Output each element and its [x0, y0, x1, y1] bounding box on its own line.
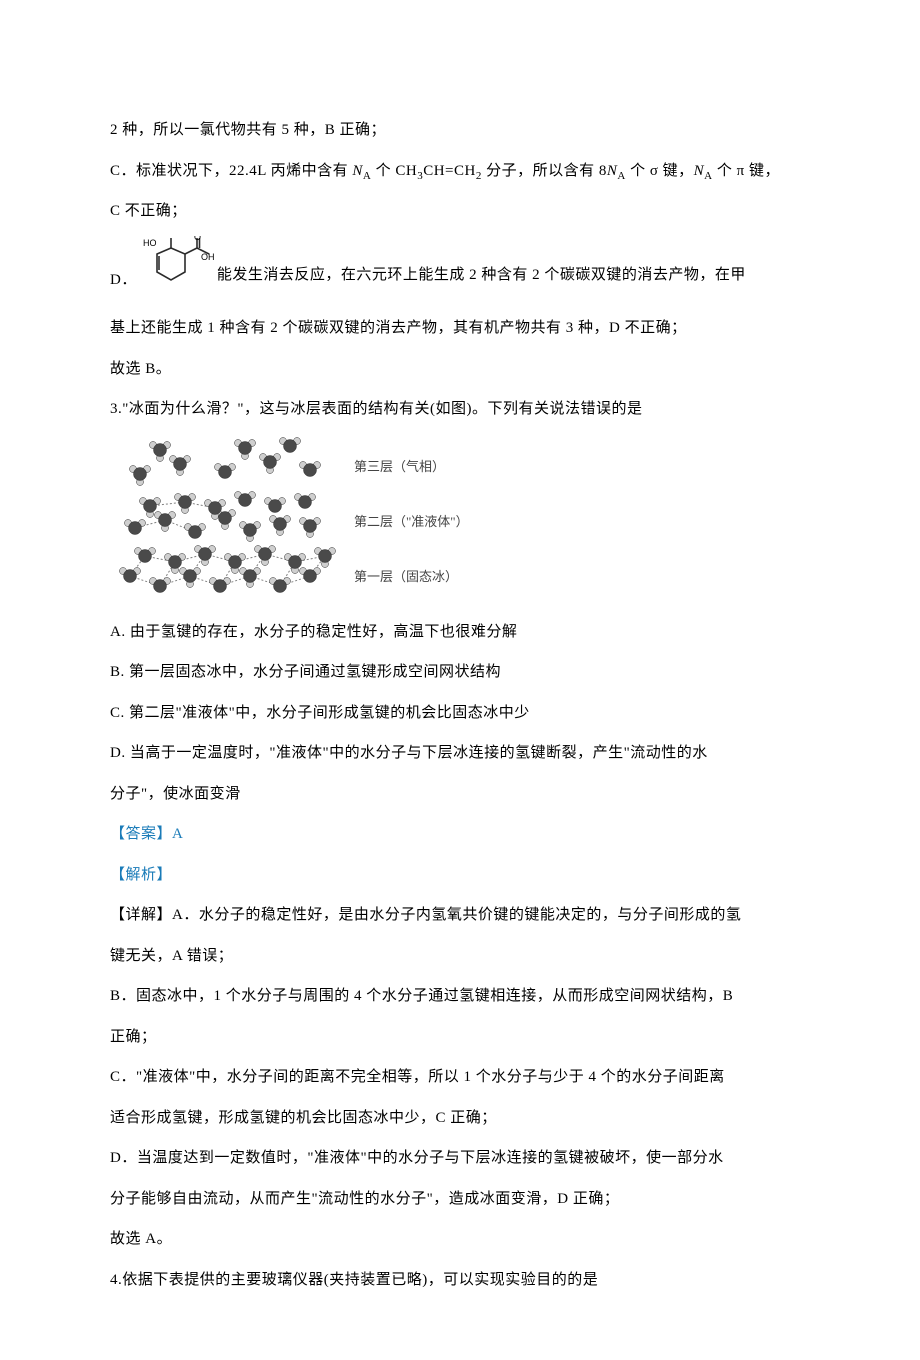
ice-structure-icon: [110, 436, 340, 606]
answer-line: 【答案】A: [110, 814, 810, 855]
sub-a: A: [704, 170, 712, 182]
option-c: C. 第二层"准液体"中，水分子间形成氢键的机会比固态冰中少: [110, 693, 810, 734]
exp-c-1: C．"准液体"中，水分子间的距离不完全相等，所以 1 个水分子与少于 4 个的水…: [110, 1057, 810, 1098]
text-line: 故选 B。: [110, 349, 810, 390]
answer-value: A: [172, 826, 183, 842]
var-na: N: [607, 163, 618, 179]
var-na: N: [352, 163, 363, 179]
answer-label: 【答案】: [110, 826, 172, 842]
exp-b-1: B．固态冰中，1 个水分子与周围的 4 个水分子通过氢键相连接，从而形成空间网状…: [110, 976, 810, 1017]
question-3: 3."冰面为什么滑？"，这与冰层表面的结构有关(如图)。下列有关说法错误的是: [110, 389, 810, 430]
option-d-1: D. 当高于一定温度时，"准液体"中的水分子与下层冰连接的氢键断裂，产生"流动性…: [110, 733, 810, 774]
molecule-icon: HO O OH: [139, 236, 217, 296]
ice-layer-labels: 第三层（气相） 第二层（"准液体"） 第一层（固态冰）: [354, 456, 469, 585]
exp-c-2: 适合形成氢键，形成氢键的机会比固态冰中少，C 正确；: [110, 1098, 810, 1139]
exp-a-1: 【详解】A．水分子的稳定性好，是由水分子内氢氧共价键的键能决定的，与分子间形成的…: [110, 895, 810, 936]
exp-a-2: 键无关，A 错误；: [110, 936, 810, 977]
label-o: O: [194, 236, 201, 242]
opt-d-label: D．: [110, 236, 139, 301]
opt-d-text: 能发生消去反应，在六元环上能生成 2 种含有 2 个碳碳双键的消去产物，在甲: [217, 236, 746, 290]
analysis-label: 【解析】: [110, 867, 172, 883]
text-line: 2 种，所以一氯代物共有 5 种，B 正确；: [110, 110, 810, 151]
layer-2-label: 第二层（"准液体"）: [354, 511, 469, 530]
layer-3-label: 第三层（气相）: [354, 456, 469, 475]
option-b: B. 第一层固态冰中，水分子间通过氢键形成空间网状结构: [110, 652, 810, 693]
text: 个 CH: [371, 163, 417, 179]
text: CH=CH: [423, 163, 476, 179]
text: 分子，所以含有 8: [482, 163, 607, 179]
label-ho: HO: [143, 238, 157, 248]
option-a: A. 由于氢键的存在，水分子的稳定性好，高温下也很难分解: [110, 612, 810, 653]
option-d-row: D． HO O OH 能发生消去反应，在六元环上能生成 2 种含有 2 个碳碳双…: [110, 236, 810, 301]
exp-d-2: 分子能够自由流动，从而产生"流动性的水分子"，造成冰面变滑，D 正确；: [110, 1179, 810, 1220]
analysis-line: 【解析】: [110, 855, 810, 896]
text: 个 σ 键，: [626, 163, 694, 179]
layer-1-label: 第一层（固态冰）: [354, 566, 469, 585]
exp-b-2: 正确；: [110, 1017, 810, 1058]
question-4: 4.依据下表提供的主要玻璃仪器(夹持装置已略)，可以实现实验目的的是: [110, 1260, 810, 1301]
text-line: 基上还能生成 1 种含有 2 个碳碳双键的消去产物，其有机产物共有 3 种，D …: [110, 308, 810, 349]
text: 个 π 键，: [713, 163, 780, 179]
ice-diagram-row: 第三层（气相） 第二层（"准液体"） 第一层（固态冰）: [110, 436, 810, 606]
sub-a: A: [617, 170, 625, 182]
var-na: N: [694, 163, 705, 179]
text: C．标准状况下，22.4L 丙烯中含有: [110, 163, 352, 179]
exp-d-1: D．当温度达到一定数值时，"准液体"中的水分子与下层冰连接的氢键被破坏，使一部分…: [110, 1138, 810, 1179]
exp-end: 故选 A。: [110, 1219, 810, 1260]
label-oh: OH: [201, 252, 215, 262]
option-d-2: 分子"，使冰面变滑: [110, 774, 810, 815]
text-line: C．标准状况下，22.4L 丙烯中含有 NA 个 CH3CH=CH2 分子，所以…: [110, 151, 810, 192]
text-line: C 不正确；: [110, 191, 810, 232]
